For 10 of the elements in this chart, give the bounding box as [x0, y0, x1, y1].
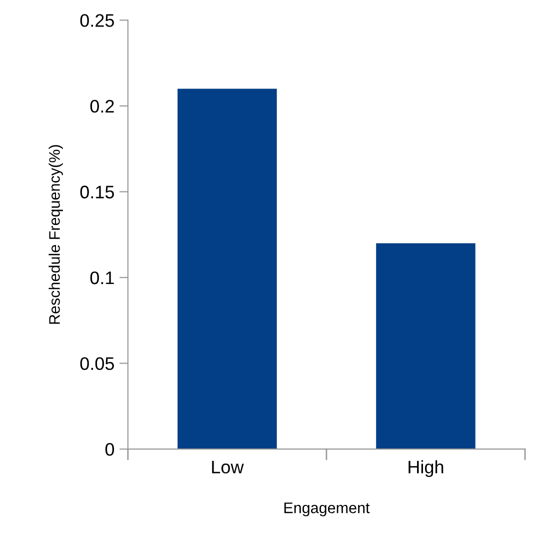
- y-tick-label: 0.2: [90, 100, 114, 113]
- y-tick-label: 0.15: [80, 186, 114, 198]
- y-tick-label: 0.1: [90, 271, 114, 284]
- y-axis-title: Reschedule Frequency(%): [48, 145, 63, 324]
- y-tick-label: 0.05: [80, 357, 114, 370]
- x-tick-label: High: [408, 460, 444, 478]
- x-axis-title: Engagement: [284, 502, 370, 516]
- y-tick-label: 0: [105, 443, 114, 456]
- x-tick-label: Low: [212, 460, 244, 474]
- y-tick-label: 0.25: [80, 14, 114, 27]
